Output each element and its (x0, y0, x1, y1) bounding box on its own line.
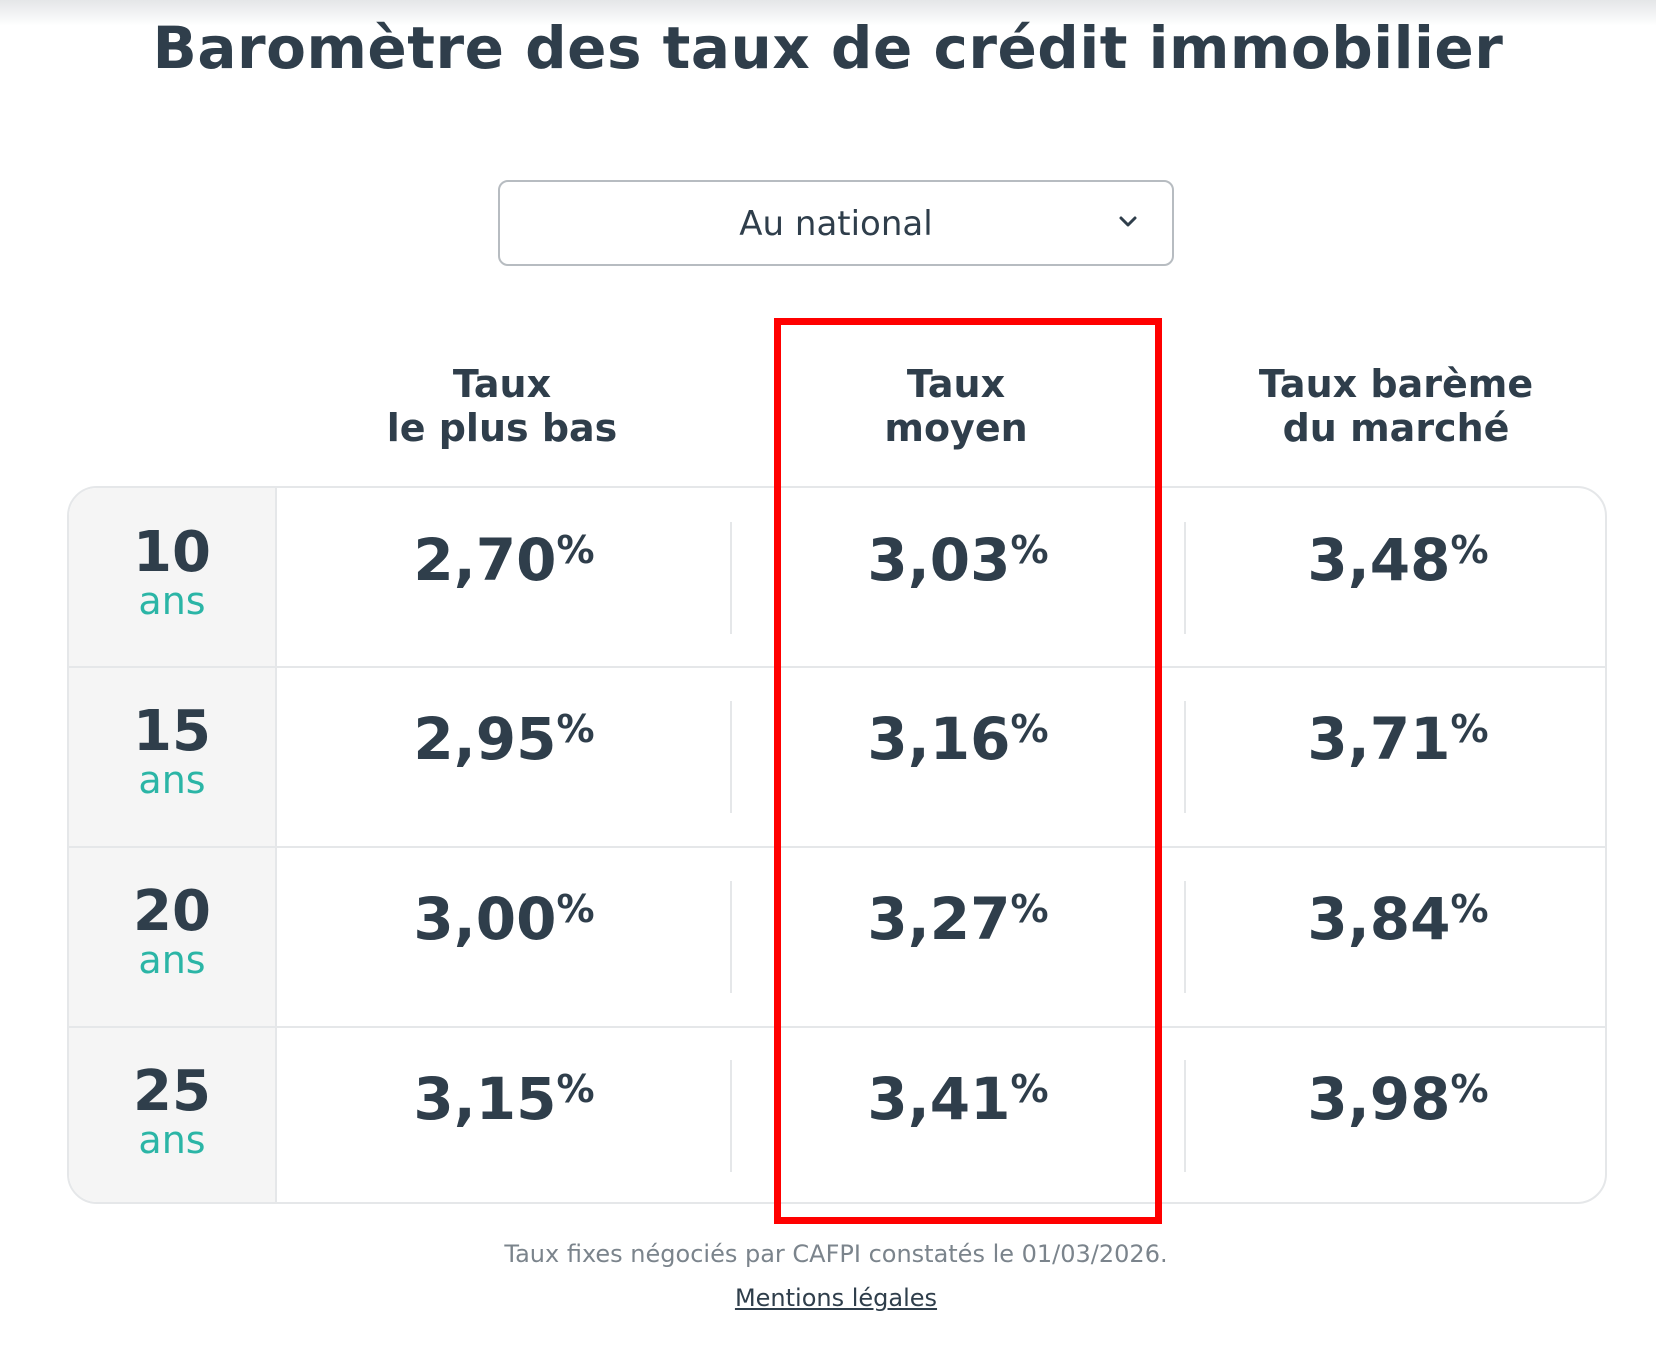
column-divider (730, 881, 732, 993)
percent-sign: % (1450, 1067, 1489, 1111)
column-header-line: du marché (1282, 406, 1510, 450)
rate-average-15: 3,16% (738, 697, 1178, 771)
percent-sign: % (1450, 528, 1489, 572)
rate-value: 3,00 (413, 885, 557, 953)
rate-value: 3,71 (1307, 705, 1451, 773)
percent-sign: % (556, 528, 595, 572)
rate-lowest-20: 3,00% (284, 877, 724, 951)
rate-average-20: 3,27% (738, 877, 1178, 951)
percent-sign: % (556, 887, 595, 931)
duration-cell: 25 ans (69, 1059, 275, 1162)
legal-mentions-container: Mentions légales (0, 1284, 1656, 1312)
region-select[interactable]: Au national (498, 180, 1174, 266)
column-header-line: Taux (906, 362, 1006, 406)
percent-sign: % (1450, 707, 1489, 751)
duration-unit: ans (138, 1118, 206, 1162)
rate-market-25: 3,98% (1178, 1057, 1605, 1133)
rate-average-25: 3,41% (738, 1057, 1178, 1131)
rate-market-15: 3,71% (1178, 697, 1605, 773)
rate-value: 3,84 (1307, 885, 1451, 953)
column-divider (1184, 701, 1186, 813)
duration-unit: ans (138, 758, 206, 802)
duration-cell: 10 ans (69, 520, 275, 623)
percent-sign: % (1010, 887, 1049, 931)
column-header-average-rate: Taux moyen (736, 362, 1176, 450)
column-header-line: Taux barème (1258, 362, 1534, 406)
rate-value: 3,16 (867, 705, 1011, 773)
percent-sign: % (556, 707, 595, 751)
legal-mentions-link[interactable]: Mentions légales (734, 1284, 938, 1312)
row-divider (69, 846, 1605, 848)
duration-years: 15 (133, 699, 211, 764)
duration-years: 10 (133, 520, 211, 585)
rate-value: 3,48 (1307, 526, 1451, 594)
duration-years: 20 (133, 879, 211, 944)
percent-sign: % (1450, 887, 1489, 931)
rate-value: 3,98 (1307, 1065, 1451, 1133)
rate-value: 2,95 (413, 705, 557, 773)
duration-cell: 20 ans (69, 879, 275, 982)
rate-market-20: 3,84% (1178, 877, 1605, 953)
duration-cell: 15 ans (69, 699, 275, 802)
rate-market-10: 3,48% (1178, 518, 1605, 594)
column-divider (730, 701, 732, 813)
region-select-value: Au national (739, 204, 933, 244)
rate-lowest-10: 2,70% (284, 518, 724, 592)
column-divider (1184, 1060, 1186, 1172)
column-header-market-rate: Taux barème du marché (1176, 362, 1616, 450)
column-header-line: moyen (884, 406, 1028, 450)
duration-years: 25 (133, 1059, 211, 1124)
percent-sign: % (1010, 1067, 1049, 1111)
percent-sign: % (1010, 707, 1049, 751)
page-title: Baromètre des taux de crédit immobilier (152, 14, 1504, 82)
percent-sign: % (556, 1067, 595, 1111)
rate-lowest-25: 3,15% (284, 1057, 724, 1131)
column-divider (1184, 881, 1186, 993)
rate-average-10: 3,03% (738, 518, 1178, 592)
rate-value: 3,15 (413, 1065, 557, 1133)
duration-column (69, 488, 277, 1202)
column-header-lowest-rate: Taux le plus bas (282, 362, 722, 450)
rate-value: 3,03 (867, 526, 1011, 594)
duration-unit: ans (138, 579, 206, 623)
row-divider (69, 666, 1605, 668)
column-divider (730, 522, 732, 634)
column-divider (730, 1060, 732, 1172)
column-divider (1184, 522, 1186, 634)
rate-lowest-15: 2,95% (284, 697, 724, 771)
rate-value: 3,41 (867, 1065, 1011, 1133)
rate-value: 2,70 (413, 526, 557, 594)
column-header-line: le plus bas (386, 406, 618, 450)
percent-sign: % (1010, 528, 1049, 572)
rates-table: 10 ans 2,70% 3,03% 3,48% 15 ans 2,95% 3,… (67, 486, 1607, 1204)
rates-footnote: Taux fixes négociés par CAFPI constatés … (504, 1240, 1168, 1268)
row-divider (69, 1026, 1605, 1028)
top-shadow (0, 0, 1656, 26)
rate-value: 3,27 (867, 885, 1011, 953)
duration-unit: ans (138, 938, 206, 982)
column-header-line: Taux (452, 362, 552, 406)
chevron-down-icon (1119, 216, 1137, 227)
